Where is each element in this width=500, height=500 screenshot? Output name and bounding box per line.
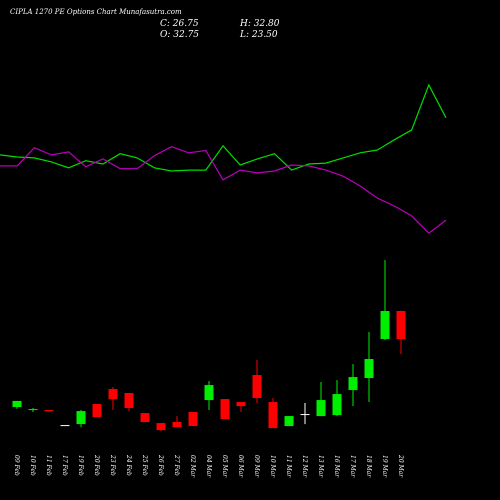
candle-body xyxy=(44,410,54,412)
x-tick-label: 25 Feb xyxy=(141,454,148,476)
x-tick-label: 09 Mar xyxy=(253,455,260,478)
x-tick-label: 04 Mar xyxy=(205,455,212,478)
candle-body xyxy=(300,414,310,416)
x-tick-label: 06 Mar xyxy=(237,455,244,478)
candle-body xyxy=(236,402,246,407)
x-tick-label: 10 Feb xyxy=(29,455,36,476)
candle-body xyxy=(172,422,182,428)
candle-body xyxy=(12,400,22,408)
candle-body xyxy=(60,425,70,427)
candle-body xyxy=(348,377,358,391)
candle-body xyxy=(108,389,118,400)
x-tick-label: 18 Mar xyxy=(365,455,372,478)
candle-body xyxy=(268,402,278,429)
x-tick-label: 05 Mar xyxy=(221,455,228,478)
candle-body xyxy=(140,413,150,423)
x-tick-label: 17 Mar xyxy=(349,455,356,478)
candle-body xyxy=(28,409,38,411)
low-info: L: 23.50 xyxy=(239,30,278,40)
x-tick-label: 09 Feb xyxy=(13,455,20,476)
candle-body xyxy=(204,385,214,401)
candle-body xyxy=(92,404,102,418)
candle-body xyxy=(220,399,230,420)
x-tick-label: 19 Feb xyxy=(77,455,84,476)
candle-body xyxy=(316,400,326,417)
indicator-line xyxy=(0,83,447,172)
candle-body xyxy=(76,411,86,425)
x-tick-label: 13 Mar xyxy=(317,455,324,478)
candle-body xyxy=(364,359,374,379)
candle-body xyxy=(188,412,198,427)
candle-body xyxy=(124,393,134,409)
candle-body xyxy=(332,394,342,416)
x-tick-label: 11 Feb xyxy=(45,455,52,476)
high-info: H: 32.80 xyxy=(239,19,280,29)
x-tick-label: 11 Mar xyxy=(285,455,292,478)
chart-title: CIPLA 1270 PE Options Chart Munafasutra.… xyxy=(10,8,182,16)
x-tick-label: 02 Mar xyxy=(189,455,196,478)
candle-body xyxy=(156,423,166,431)
x-tick-label: 17 Feb xyxy=(61,455,68,476)
x-tick-label: 23 Feb xyxy=(109,454,116,476)
x-tick-label: 10 Mar xyxy=(269,455,276,478)
candle-body xyxy=(396,310,406,340)
x-tick-label: 19 Mar xyxy=(381,455,388,478)
x-tick-label: 26 Feb xyxy=(157,454,164,476)
x-tick-label: 20 Feb xyxy=(93,454,100,476)
x-tick-label: 27 Feb xyxy=(173,454,180,476)
candle-body xyxy=(284,416,294,427)
candle-body xyxy=(380,311,390,340)
indicator-line xyxy=(0,146,447,234)
candle-body xyxy=(252,375,262,399)
x-tick-label: 12 Mar xyxy=(301,455,308,478)
x-tick-label: 20 Mar xyxy=(397,454,404,478)
close-info: C: 26.75 xyxy=(160,19,199,29)
x-tick-label: 24 Feb xyxy=(125,454,132,476)
open-info: O: 32.75 xyxy=(160,30,199,40)
x-tick-label: 16 Mar xyxy=(333,455,340,478)
